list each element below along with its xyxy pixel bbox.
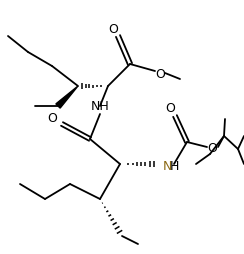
Text: O: O	[165, 102, 175, 115]
Text: N: N	[163, 160, 172, 173]
Text: H: H	[170, 160, 179, 173]
Text: O: O	[155, 67, 165, 80]
Polygon shape	[56, 87, 78, 109]
Text: O: O	[47, 111, 57, 124]
Text: NH: NH	[91, 100, 109, 113]
Text: O: O	[207, 142, 217, 155]
Text: O: O	[108, 22, 118, 35]
